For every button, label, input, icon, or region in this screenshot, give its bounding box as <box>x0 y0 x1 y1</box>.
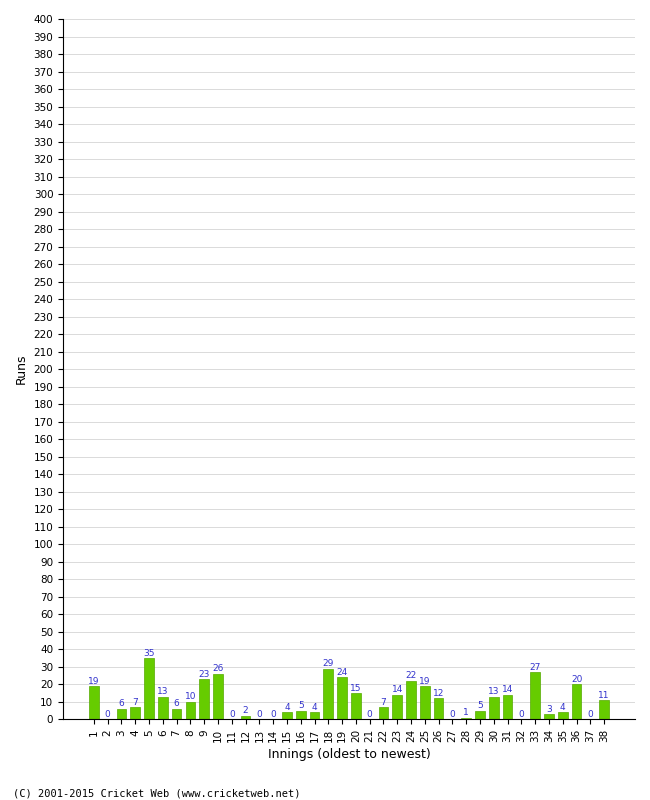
Bar <box>420 686 430 719</box>
Text: 22: 22 <box>406 671 417 681</box>
Bar <box>337 678 347 719</box>
Text: 0: 0 <box>519 710 525 719</box>
Bar <box>185 702 195 719</box>
Bar <box>572 685 581 719</box>
Text: 24: 24 <box>337 668 348 677</box>
Bar <box>158 697 168 719</box>
Bar <box>544 714 554 719</box>
Text: 15: 15 <box>350 684 361 693</box>
Bar <box>475 710 485 719</box>
Bar <box>89 686 99 719</box>
Text: 2: 2 <box>242 706 248 715</box>
X-axis label: Innings (oldest to newest): Innings (oldest to newest) <box>268 748 430 761</box>
Text: 13: 13 <box>157 687 168 696</box>
Bar <box>351 694 361 719</box>
Text: 0: 0 <box>257 710 262 719</box>
Text: 14: 14 <box>391 686 403 694</box>
Bar <box>530 672 540 719</box>
Text: 0: 0 <box>229 710 235 719</box>
Text: 27: 27 <box>530 662 541 672</box>
Text: 7: 7 <box>133 698 138 706</box>
Bar <box>296 710 306 719</box>
Text: 26: 26 <box>213 665 224 674</box>
Text: 5: 5 <box>298 701 304 710</box>
Bar <box>558 713 567 719</box>
Text: 35: 35 <box>143 649 155 658</box>
Text: 4: 4 <box>560 703 566 712</box>
Text: 10: 10 <box>185 693 196 702</box>
Text: 0: 0 <box>450 710 456 719</box>
Bar <box>379 707 388 719</box>
Text: 20: 20 <box>571 675 582 684</box>
Text: 7: 7 <box>381 698 386 706</box>
Bar <box>489 697 499 719</box>
Bar <box>213 674 223 719</box>
Text: 29: 29 <box>322 659 334 668</box>
Text: 6: 6 <box>174 699 179 709</box>
Text: 11: 11 <box>599 690 610 700</box>
Bar <box>599 700 609 719</box>
Text: 0: 0 <box>270 710 276 719</box>
Bar <box>503 695 512 719</box>
Text: 19: 19 <box>419 677 430 686</box>
Text: 4: 4 <box>284 703 290 712</box>
Text: 0: 0 <box>105 710 111 719</box>
Bar <box>172 709 181 719</box>
Text: 12: 12 <box>433 689 445 698</box>
Bar <box>116 709 126 719</box>
Text: 13: 13 <box>488 687 500 696</box>
Text: 0: 0 <box>367 710 372 719</box>
Bar <box>393 695 402 719</box>
Text: 1: 1 <box>463 708 469 717</box>
Bar <box>309 713 319 719</box>
Bar <box>462 718 471 719</box>
Text: (C) 2001-2015 Cricket Web (www.cricketweb.net): (C) 2001-2015 Cricket Web (www.cricketwe… <box>13 788 300 798</box>
Bar <box>434 698 443 719</box>
Text: 5: 5 <box>477 701 483 710</box>
Bar <box>406 681 416 719</box>
Bar <box>131 707 140 719</box>
Text: 19: 19 <box>88 677 99 686</box>
Text: 23: 23 <box>198 670 210 678</box>
Text: 0: 0 <box>588 710 593 719</box>
Text: 4: 4 <box>312 703 317 712</box>
Bar <box>324 669 333 719</box>
Bar <box>240 716 250 719</box>
Bar <box>282 713 292 719</box>
Bar <box>200 679 209 719</box>
Y-axis label: Runs: Runs <box>15 354 28 385</box>
Text: 3: 3 <box>546 705 552 714</box>
Text: 6: 6 <box>118 699 124 709</box>
Bar <box>144 658 154 719</box>
Text: 14: 14 <box>502 686 514 694</box>
